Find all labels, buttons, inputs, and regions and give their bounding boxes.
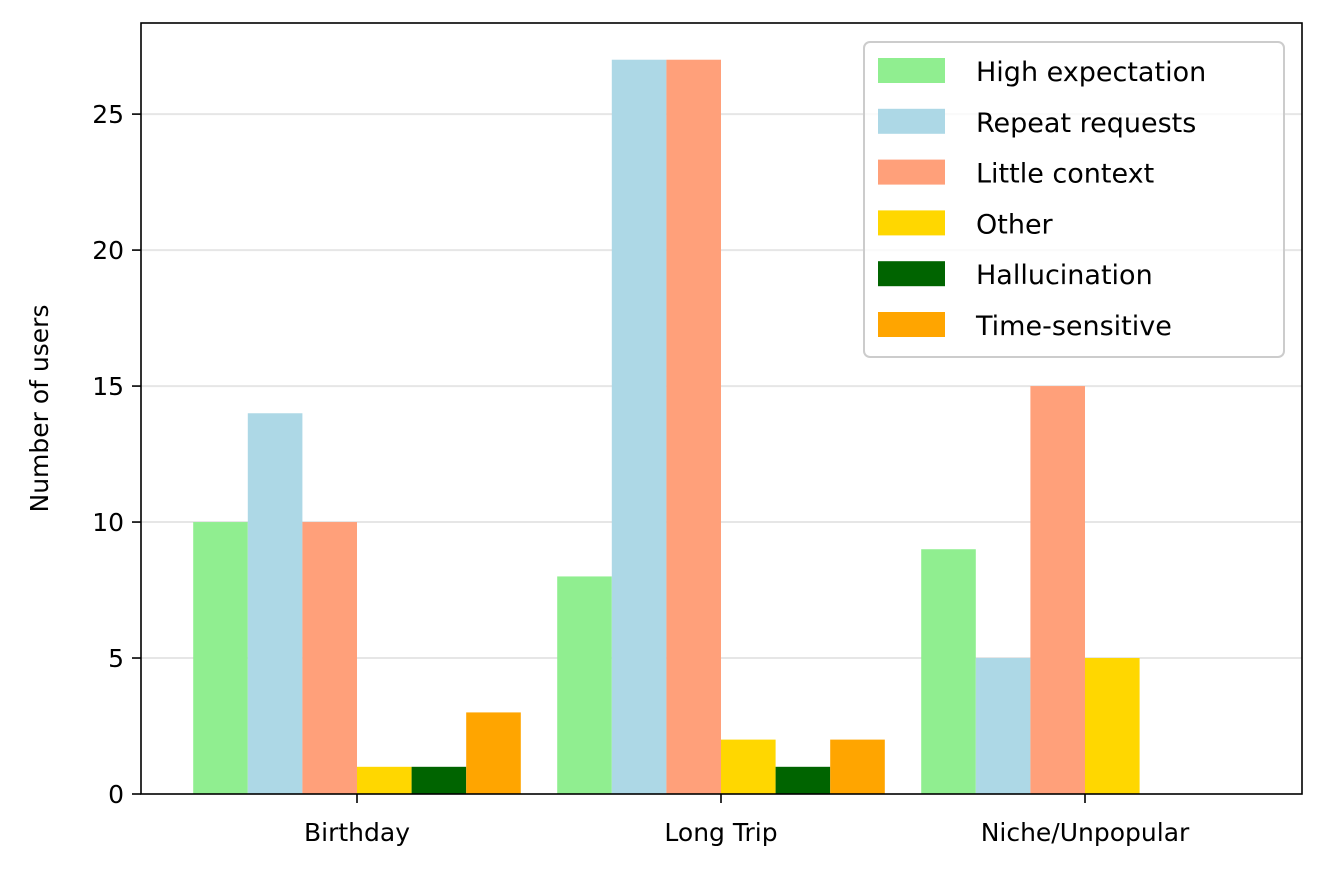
bar bbox=[1030, 386, 1085, 794]
bars bbox=[193, 59, 1140, 794]
bar bbox=[247, 413, 303, 794]
bar bbox=[775, 766, 831, 794]
y-tick-label: 25 bbox=[92, 100, 124, 129]
legend-label: Little context bbox=[976, 159, 1154, 190]
x-tick-label: Niche/Unpopular bbox=[981, 818, 1190, 847]
legend-label: Repeat requests bbox=[976, 108, 1196, 139]
bar bbox=[921, 549, 976, 794]
bar bbox=[975, 658, 1031, 794]
y-axis-label: Number of users bbox=[25, 305, 54, 513]
legend-swatch bbox=[878, 108, 945, 134]
y-axis: 0 5 10 15 20 25 bbox=[92, 100, 141, 809]
legend-label: High expectation bbox=[976, 57, 1206, 88]
bar bbox=[411, 766, 467, 794]
legend-swatch bbox=[878, 312, 945, 337]
legend: High expectation Repeat requests Little co… bbox=[863, 41, 1285, 358]
y-tick-label: 0 bbox=[108, 780, 124, 809]
legend-swatch bbox=[878, 159, 945, 185]
legend-label: Other bbox=[976, 209, 1054, 240]
y-tick-label: 5 bbox=[108, 644, 124, 673]
y-tick-label: 20 bbox=[92, 236, 124, 265]
x-axis: Birthday Long Trip Niche/Unpopular bbox=[304, 794, 1190, 847]
legend-label: Hallucination bbox=[976, 260, 1153, 291]
bar bbox=[302, 522, 357, 794]
bar bbox=[611, 59, 667, 794]
bar bbox=[557, 576, 612, 794]
bar bbox=[666, 59, 721, 794]
bar bbox=[721, 739, 776, 794]
legend-swatch bbox=[878, 261, 945, 287]
y-tick-label: 10 bbox=[92, 508, 124, 537]
bar bbox=[466, 712, 521, 794]
x-tick-label: Birthday bbox=[304, 818, 410, 847]
bar bbox=[357, 766, 412, 794]
legend-swatch bbox=[878, 58, 945, 83]
legend-frame bbox=[863, 41, 1285, 358]
y-tick-label: 15 bbox=[92, 372, 124, 401]
legend-swatch bbox=[878, 210, 945, 236]
x-tick-label: Long Trip bbox=[664, 818, 777, 847]
bar bbox=[830, 739, 885, 794]
bar bbox=[193, 522, 248, 794]
bar bbox=[1085, 658, 1140, 794]
legend-label: Time-sensitive bbox=[975, 311, 1172, 342]
